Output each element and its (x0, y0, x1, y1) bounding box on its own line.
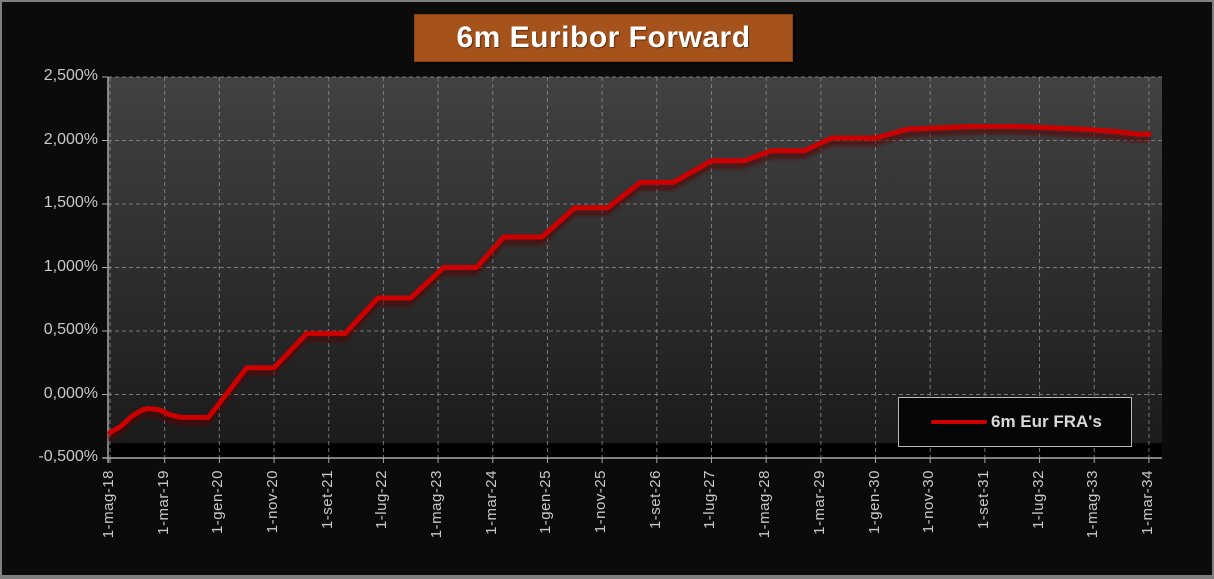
x-axis-label: 1-set-26 (646, 470, 664, 530)
x-axis-label: 1-lug-22 (373, 470, 391, 530)
x-axis-label: 1-gen-30 (865, 470, 883, 535)
x-axis-label: 1-nov-30 (920, 470, 938, 534)
x-axis-label: 1-mar-34 (1138, 470, 1156, 535)
legend-line-marker (931, 420, 987, 424)
x-axis-label: 1-mar-24 (482, 470, 500, 535)
x-axis-label: 1-mag-23 (428, 470, 446, 539)
x-axis-label: 1-mag-28 (756, 470, 774, 539)
legend-label: 6m Eur FRA's (991, 412, 1102, 431)
series-line-6m-eur-fras (107, 124, 1152, 436)
y-axis-label: 0,000% (43, 384, 98, 402)
chart-title: 6m Euribor Forward (456, 21, 751, 54)
chart-title-banner: 6m Euribor Forward (414, 14, 793, 62)
x-axis-label: 1-lug-32 (1029, 470, 1047, 530)
y-axis-label: 1,000% (43, 257, 98, 275)
x-axis-label: 1-mag-33 (1084, 470, 1102, 539)
y-axis-label: -0,500% (38, 448, 98, 465)
x-axis-label: 1-mag-18 (100, 470, 117, 539)
x-axis-label: 1-gen-25 (537, 470, 555, 535)
x-axis-label: 1-nov-25 (592, 470, 610, 534)
x-axis-label: 1-gen-20 (209, 470, 227, 535)
x-axis-label: 1-lug-27 (701, 470, 719, 530)
x-axis-label: 1-set-21 (318, 470, 336, 530)
x-axis-label: 1-mar-19 (154, 470, 172, 535)
legend: 6m Eur FRA's (898, 397, 1132, 447)
y-axis-label: 2,000% (43, 130, 98, 148)
y-axis-label: 1,500% (43, 194, 98, 211)
x-axis-label: 1-set-31 (974, 470, 992, 530)
x-axis-label: 1-mar-29 (810, 470, 828, 535)
y-axis-label: 0,500% (43, 321, 98, 338)
x-axis-label: 1-nov-20 (264, 470, 282, 534)
y-axis-label: 2,500% (43, 67, 98, 84)
